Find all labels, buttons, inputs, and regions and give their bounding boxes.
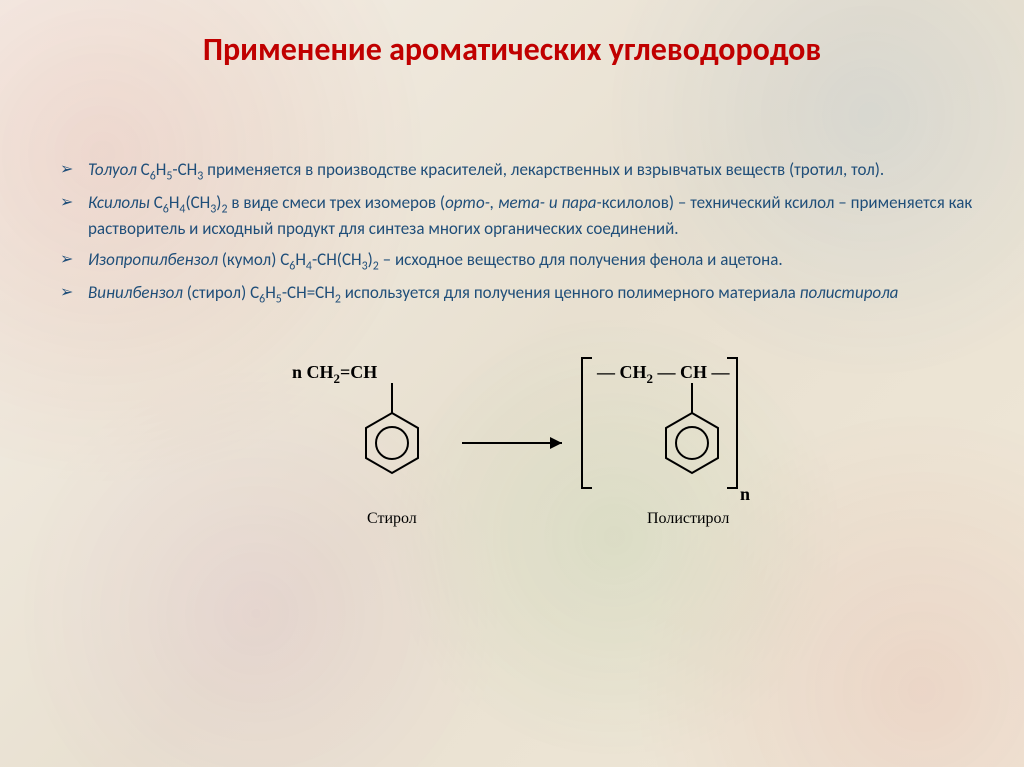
bullet-list: Толуол C6H5-CH3 применяется в производст…: [50, 159, 974, 308]
slide-title: Применение ароматических углеводородов: [50, 30, 974, 69]
formula: C6H5-CH=CH2: [250, 282, 345, 303]
svg-text:n CH2=CH: n CH2=CH: [292, 362, 377, 386]
svg-text:— CH2 — CH —: — CH2 — CH —: [596, 362, 731, 386]
bullet-text-a: в виде смеси трех изомеров (: [231, 192, 445, 213]
isomer-names: орто-, мета- и пара-: [445, 192, 602, 213]
compound-name: Винилбензол: [88, 282, 183, 303]
formula: C6H4-CH(CH3)2: [280, 249, 382, 270]
bullet-xylenes: Ксилолы C6H4(CH3)2 в виде смеси трех изо…: [60, 192, 974, 240]
svg-text:n: n: [740, 484, 750, 504]
bullet-styrene: Винилбензол (стирол) C6H5-CH=CH2 использ…: [60, 282, 974, 307]
product-name: полистирола: [800, 282, 899, 303]
bullet-text: применяется в производстве красителей, л…: [207, 159, 884, 180]
polymerization-svg: n CH2=CH Стирол n — CH2 — CH — Полисти: [232, 348, 792, 568]
reaction-diagram: n CH2=CH Стирол n — CH2 — CH — Полисти: [50, 348, 974, 573]
compound-name: Ксилолы: [88, 192, 150, 213]
compound-name: Изопропилбензол: [88, 249, 218, 270]
styrene-label: Стирол: [367, 510, 417, 527]
compound-name: Толуол: [88, 159, 137, 180]
synonym: (кумол): [218, 249, 280, 270]
polystyrene-label: Полистирол: [647, 510, 729, 527]
synonym: (стирол): [183, 282, 250, 303]
bullet-toluene: Толуол C6H5-CH3 применяется в производст…: [60, 159, 974, 184]
formula: C6H5-CH3: [141, 159, 207, 180]
bullet-text-a: используется для получения ценного полим…: [345, 282, 800, 303]
bullet-cumene: Изопропилбензол (кумол) C6H4-CH(CH3)2 – …: [60, 249, 974, 274]
bullet-text: – исходное вещество для получения фенола…: [383, 249, 783, 270]
formula: C6H4(CH3)2: [154, 192, 232, 213]
